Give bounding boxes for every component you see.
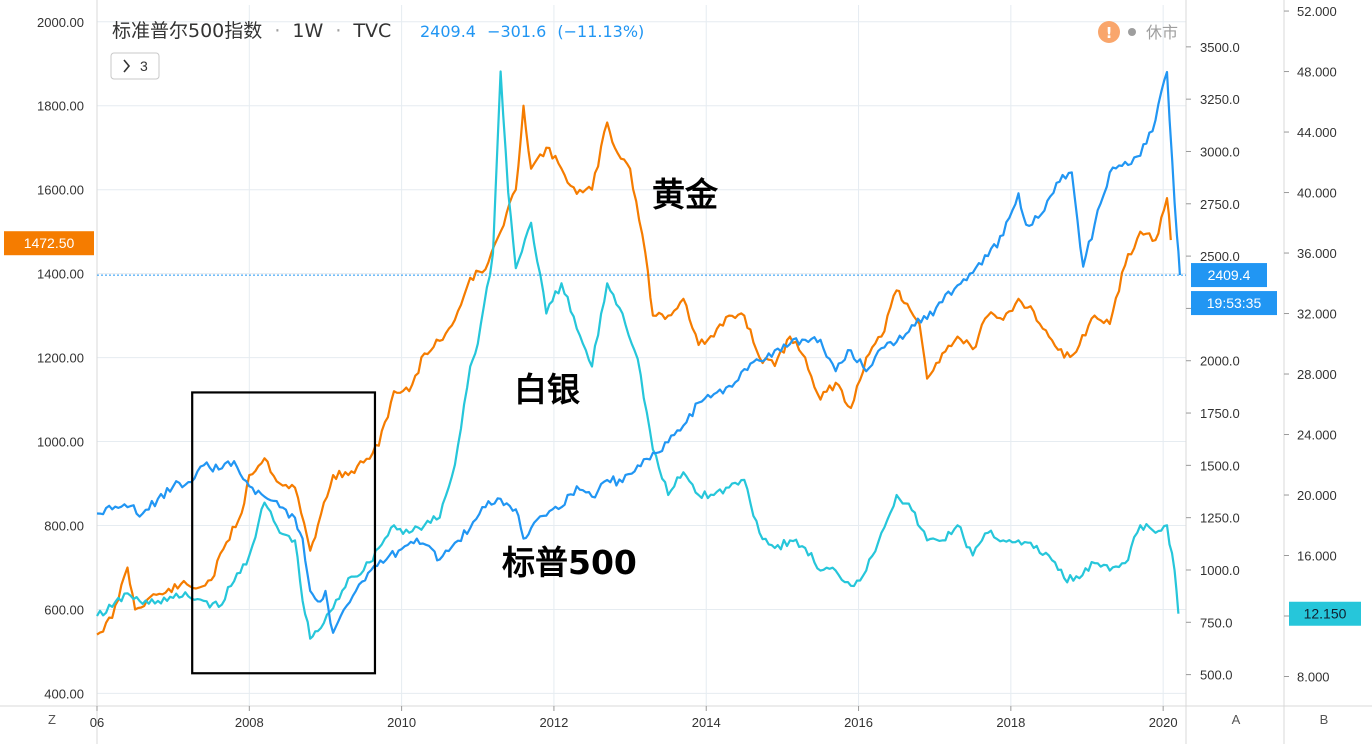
left-axis-tick-label: 400.00 bbox=[44, 686, 84, 701]
axis-b-tick-label: 48.000 bbox=[1297, 65, 1337, 80]
left-axis-tick-label: 800.00 bbox=[44, 519, 84, 534]
x-axis-tick-label: 06 bbox=[90, 715, 104, 730]
axis-b-tick-label: 28.000 bbox=[1297, 367, 1337, 382]
market-status: 休市 bbox=[1146, 23, 1178, 42]
axis-b-last-price-label: 12.150 bbox=[1304, 606, 1347, 622]
header-separator: · bbox=[335, 20, 341, 42]
left-axis-tick-label: 2000.00 bbox=[37, 15, 84, 30]
axis-a-time-label: 19:53:35 bbox=[1207, 295, 1262, 311]
axis-b-tick-label: 40.000 bbox=[1297, 186, 1337, 201]
series-annotation-label: 黄金 bbox=[652, 175, 719, 214]
axis-a-tick-label: 1750.0 bbox=[1200, 406, 1240, 421]
axis-a-tick-label: 3500.0 bbox=[1200, 40, 1240, 55]
status-dot-icon bbox=[1128, 28, 1136, 36]
header-separator: · bbox=[274, 20, 280, 42]
price-change: −301.6 bbox=[487, 22, 546, 41]
series-annotation-label: 白银 bbox=[514, 370, 580, 409]
axis-b-last-price-tag bbox=[1289, 601, 1361, 626]
collapse-legend-button[interactable]: 3 bbox=[110, 52, 160, 80]
left-axis-tick-label: 1000.00 bbox=[37, 435, 84, 450]
left-axis-tick-label: 1200.00 bbox=[37, 351, 84, 366]
last-price: 2409.4 bbox=[420, 22, 476, 41]
axis-a-tick-label: 2750.0 bbox=[1200, 197, 1240, 212]
axis-b-scale-label[interactable]: B bbox=[1320, 712, 1329, 727]
axis-b-tick-label: 52.000 bbox=[1297, 4, 1337, 19]
series-line[interactable] bbox=[96, 70, 1181, 634]
left-price-tag-label: 1472.50 bbox=[24, 235, 75, 251]
svg-text:标准普尔500指数 · 1W: 标准普尔500指数 · 1W · TVC bbox=[112, 20, 391, 42]
x-axis-tick-label: 2018 bbox=[996, 715, 1025, 730]
axis-b-tick-label: 32.000 bbox=[1297, 307, 1337, 322]
plot-area[interactable] bbox=[97, 5, 1186, 706]
axis-a-tick-label: 750.0 bbox=[1200, 615, 1233, 630]
axis-a-time-tag bbox=[1191, 291, 1277, 316]
price-change-percent: (−11.13%) bbox=[557, 22, 644, 41]
axis-a-tick-label: 2500.0 bbox=[1200, 249, 1240, 264]
axis-b-tick-label: 16.000 bbox=[1297, 549, 1337, 564]
axis-a-tick-label: 3250.0 bbox=[1200, 92, 1240, 107]
x-axis-tick-label: 2010 bbox=[387, 715, 416, 730]
axis-a-scale-label[interactable]: A bbox=[1232, 712, 1241, 727]
svg-text:2409.4 −301.6: 2409.4 −301.6 (−11.13%) bbox=[420, 22, 644, 41]
x-axis-tick-label: 2014 bbox=[692, 715, 721, 730]
axis-a-tick-label: 2000.0 bbox=[1200, 354, 1240, 369]
series-annotation-label: 标普500 bbox=[502, 543, 637, 582]
axis-b-tick-label: 36.000 bbox=[1297, 246, 1337, 261]
x-axis-tick-label: 2016 bbox=[844, 715, 873, 730]
axis-a-tick-label: 1500.0 bbox=[1200, 458, 1240, 473]
series-line[interactable] bbox=[96, 104, 1172, 636]
source-label: TVC bbox=[352, 20, 391, 42]
axis-a-tick-label: 500.0 bbox=[1200, 668, 1233, 683]
axis-a-tick-label: 3000.0 bbox=[1200, 144, 1240, 159]
interval-label[interactable]: 1W bbox=[292, 20, 323, 42]
left-axis-tick-label: 1800.00 bbox=[37, 99, 84, 114]
left-axis-tick-label: 1600.00 bbox=[37, 183, 84, 198]
collapse-count: 3 bbox=[140, 58, 148, 74]
symbol-title[interactable]: 标准普尔500指数 bbox=[112, 20, 262, 42]
warning-badge[interactable]: ! bbox=[1098, 21, 1120, 43]
axis-b-tick-label: 8.000 bbox=[1297, 670, 1330, 685]
series-line[interactable] bbox=[96, 70, 1180, 640]
axis-a-last-price-label: 2409.4 bbox=[1208, 267, 1251, 283]
left-axis-tick-label: 600.00 bbox=[44, 602, 84, 617]
legend-header: 标准普尔500指数 · 1W · TVC 2409.4 −301.6 (−11.… bbox=[110, 20, 1178, 80]
axis-a-last-price-tag bbox=[1191, 263, 1267, 288]
axis-a-tick-label: 1000.0 bbox=[1200, 563, 1240, 578]
x-axis-tick-label: 2020 bbox=[1149, 715, 1178, 730]
left-axis-tick-label: 1400.00 bbox=[37, 267, 84, 282]
chevron-right-icon bbox=[123, 59, 131, 73]
left-price-tag bbox=[4, 231, 94, 256]
x-axis-tick-label: 2012 bbox=[539, 715, 568, 730]
axis-b-tick-label: 44.000 bbox=[1297, 125, 1337, 140]
left-scale-mode-label[interactable]: Z bbox=[48, 712, 56, 727]
x-axis-tick-label: 2008 bbox=[235, 715, 264, 730]
axis-b-tick-label: 24.000 bbox=[1297, 428, 1337, 443]
axis-b-tick-label: 20.000 bbox=[1297, 488, 1337, 503]
warning-icon: ! bbox=[1106, 24, 1113, 42]
highlight-box[interactable] bbox=[191, 391, 377, 675]
axis-a-tick-label: 1250.0 bbox=[1200, 511, 1240, 526]
